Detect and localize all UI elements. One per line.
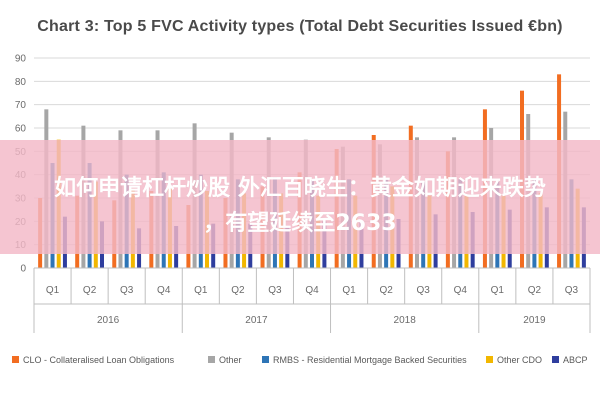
chart-legend: CLO - Collateralised Loan Obligations Oth… <box>10 352 595 372</box>
overlay-banner <box>0 140 600 254</box>
legend-item: CLO - Collateralised Loan Obligations <box>12 352 174 368</box>
x-tick-label: Q4 <box>305 285 319 296</box>
x-tick-label: Q3 <box>417 285 431 296</box>
x-tick-label: Q4 <box>454 285 468 296</box>
year-label: 2018 <box>394 315 417 326</box>
y-tick-label: 80 <box>15 77 27 88</box>
overlay-text-line-2: ，有望延续至2633 <box>203 211 397 236</box>
legend-label: Other CDO <box>497 355 543 365</box>
legend-label: Other <box>219 355 242 365</box>
x-tick-label: Q1 <box>46 285 60 296</box>
x-tick-label: Q3 <box>565 285 579 296</box>
x-tick-label: Q2 <box>231 285 245 296</box>
legend-swatch <box>486 356 493 364</box>
x-tick-label: Q1 <box>491 285 505 296</box>
legend-item: Other <box>208 352 242 368</box>
x-tick-label: Q2 <box>528 285 542 296</box>
x-tick-label: Q2 <box>379 285 393 296</box>
legend-label: CLO - Collateralised Loan Obligations <box>23 355 175 365</box>
legend-swatch <box>552 356 559 364</box>
y-tick-label: 70 <box>15 100 27 111</box>
y-tick-label: 90 <box>15 54 27 65</box>
legend-label: ABCP <box>563 355 588 365</box>
legend-label: RMBS - Residential Mortgage Backed Secur… <box>273 355 467 365</box>
legend-item: Other CDO <box>486 352 542 368</box>
y-tick-label: 0 <box>20 264 26 275</box>
x-tick-label: Q1 <box>194 285 208 296</box>
overlay-text-line-1: 如何申请杠杆炒股 外汇百晓生：黄金如期迎来跌势 <box>54 176 546 201</box>
legend-swatch <box>208 356 215 364</box>
legend-item: RMBS - Residential Mortgage Backed Secur… <box>262 352 467 368</box>
year-label: 2019 <box>523 315 546 326</box>
x-tick-label: Q4 <box>157 285 171 296</box>
x-tick-label: Q2 <box>83 285 97 296</box>
year-label: 2016 <box>97 315 120 326</box>
x-tick-label: Q3 <box>268 285 282 296</box>
legend-swatch <box>262 356 269 364</box>
legend-item: ABCP <box>552 352 588 368</box>
chart-title: Chart 3: Top 5 FVC Activity types (Total… <box>37 18 563 35</box>
legend-swatch <box>12 356 19 364</box>
y-tick-label: 60 <box>15 124 27 135</box>
x-tick-label: Q3 <box>120 285 134 296</box>
x-tick-label: Q1 <box>342 285 356 296</box>
year-label: 2017 <box>245 315 268 326</box>
